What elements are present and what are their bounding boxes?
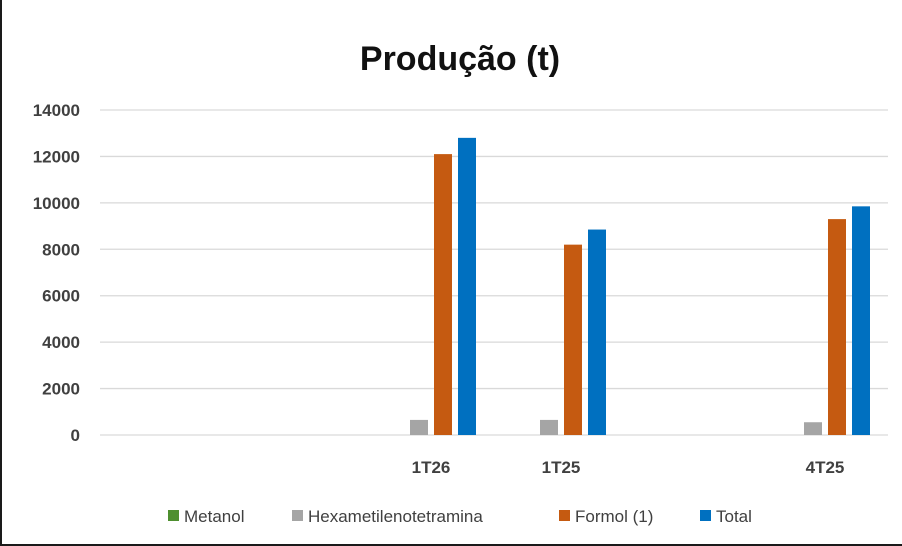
legend: Metanol Hexametilenotetramina Formol (1) To… — [168, 507, 752, 526]
y-tick-label: 10000 — [33, 194, 80, 213]
legend-label: Formol (1) — [575, 507, 653, 526]
x-tick-label: 1T26 — [412, 458, 451, 477]
bar-hexametilenotetramina-1t26 — [410, 419, 428, 435]
bar-hexametilenotetramina-4t25 — [804, 422, 822, 435]
y-axis-ticks: 0 2000 4000 6000 8000 10000 12000 14000 — [33, 101, 80, 445]
bar-hexametilenotetramina-1t25 — [540, 419, 558, 435]
bar-formol-1--1t26 — [434, 154, 452, 435]
chart-title: Produção (t) — [360, 40, 560, 78]
bar-formol-1--4t25 — [828, 219, 846, 435]
bar-total-1t26 — [458, 137, 476, 435]
x-tick-label: 1T25 — [542, 458, 581, 477]
gridlines — [100, 109, 888, 436]
legend-swatch — [168, 510, 179, 521]
legend-label: Metanol — [184, 507, 244, 526]
bars — [410, 137, 870, 435]
bar-formol-1--1t25 — [564, 244, 582, 435]
y-tick-label: 0 — [71, 426, 80, 445]
x-axis-ticks: 1T26 1T25 4T25 — [412, 458, 845, 477]
legend-swatch — [292, 510, 303, 521]
y-tick-label: 14000 — [33, 101, 80, 120]
y-tick-label: 8000 — [42, 240, 80, 259]
bar-total-4t25 — [852, 206, 870, 435]
legend-swatch — [700, 510, 711, 521]
bar-total-1t25 — [588, 229, 606, 435]
legend-label: Total — [716, 507, 752, 526]
legend-swatch — [559, 510, 570, 521]
legend-label: Hexametilenotetramina — [308, 507, 483, 526]
y-tick-label: 4000 — [42, 333, 80, 352]
y-tick-label: 6000 — [42, 287, 80, 306]
y-tick-label: 2000 — [42, 380, 80, 399]
x-tick-label: 4T25 — [806, 458, 845, 477]
y-tick-label: 12000 — [33, 147, 80, 166]
